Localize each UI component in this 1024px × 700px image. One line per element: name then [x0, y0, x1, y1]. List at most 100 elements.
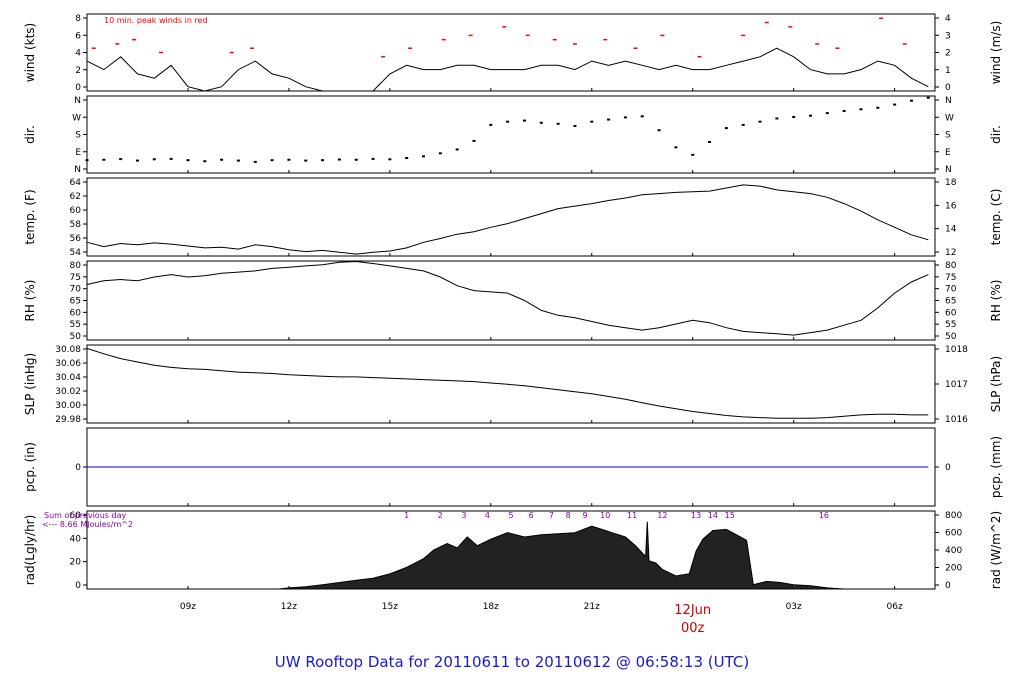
rad-right-tick-label: 600 — [945, 529, 962, 539]
rh-frame — [86, 260, 936, 341]
rad-left-tick-label: 0 — [75, 581, 81, 591]
dir-point — [674, 146, 678, 149]
rad-hour-label: 14 — [708, 511, 718, 520]
rad-right-tick-label: 0 — [945, 581, 951, 591]
dir-point — [169, 157, 173, 160]
dir-point — [152, 158, 156, 161]
dir-right-tick-label: S — [945, 131, 951, 141]
rh-right-tick-label: 65 — [945, 297, 956, 307]
date-label-hour: 00z — [681, 621, 705, 636]
rad-hour-label: 3 — [461, 511, 466, 520]
dir-point — [775, 117, 779, 120]
dir-point — [489, 123, 493, 126]
dir-point — [859, 108, 863, 111]
date-label: 12Jun — [674, 603, 711, 618]
rad-right-tick-label: 400 — [945, 546, 962, 556]
rh-right-tick-label: 55 — [945, 320, 956, 330]
dir-point — [522, 119, 526, 122]
time-tick-label: 15z — [382, 602, 398, 612]
slp-line — [86, 347, 929, 419]
dir-point — [438, 152, 442, 155]
dir-point — [556, 122, 560, 125]
dir-point — [724, 127, 728, 130]
wind-ylabel-right: wind (m/s) — [989, 21, 1003, 85]
dir-point — [842, 109, 846, 112]
wind-frame — [86, 13, 936, 92]
dir-point — [371, 157, 375, 160]
dir-point — [85, 159, 89, 162]
rh-right-tick-label: 50 — [945, 332, 957, 342]
wind-right-tick-label: 3 — [945, 31, 951, 41]
slp-right-tick-label: 1018 — [945, 345, 968, 355]
dir-right-tick-label: N — [945, 165, 952, 175]
dir-point — [236, 159, 240, 162]
pcp-ylabel-right: pcp. (mm) — [989, 436, 1003, 498]
wind-left-tick-label: 0 — [75, 83, 81, 93]
slp-ylabel-left: SLP (inHg) — [23, 353, 37, 415]
slp-left-tick-label: 30.06 — [55, 359, 81, 369]
wind-right-tick-label: 4 — [945, 14, 951, 24]
dir-point — [926, 96, 930, 99]
slp-left-tick-label: 30.08 — [55, 345, 81, 355]
dir-right-tick-label: E — [945, 148, 951, 158]
dir-point — [321, 159, 325, 162]
temp-right-tick-label: 14 — [945, 225, 957, 235]
rad-hour-label: 4 — [485, 511, 490, 520]
temp-right-tick-label: 16 — [945, 201, 957, 211]
time-tick-label: 03z — [786, 602, 802, 612]
rad-hour-label: 6 — [529, 511, 534, 520]
dir-right-tick-label: N — [945, 96, 952, 106]
slp-frame — [86, 344, 936, 424]
temp-line — [86, 184, 929, 255]
rh-left-tick-label: 50 — [70, 332, 82, 342]
dir-ylabel-left: dir. — [23, 125, 37, 144]
rad-hour-label: 13 — [691, 511, 701, 520]
wind-left-tick-label: 8 — [75, 14, 81, 24]
pcp-right-tick-label: 0 — [945, 463, 951, 473]
dir-point — [640, 115, 644, 118]
dir-point — [758, 120, 762, 123]
dir-point — [472, 139, 476, 142]
dir-point — [270, 159, 274, 162]
dir-point — [119, 158, 123, 161]
slp-left-tick-label: 30.02 — [55, 387, 81, 397]
dir-point — [657, 129, 661, 132]
dir-point — [388, 158, 392, 161]
dir-point — [253, 160, 257, 163]
rh-line — [86, 260, 929, 336]
rh-right-tick-label: 60 — [945, 308, 957, 318]
dir-point — [573, 124, 577, 127]
dir-left-tick-label: N — [74, 96, 81, 106]
rad-hour-label: 8 — [566, 511, 571, 520]
dir-point — [354, 158, 358, 161]
rad-hour-label: 15 — [725, 511, 735, 520]
wind-right-tick-label: 0 — [945, 83, 951, 93]
dir-point — [220, 158, 224, 161]
dir-right-tick-label: W — [945, 113, 954, 123]
wind-right-tick-label: 2 — [945, 49, 951, 59]
rad-hour-label: 12 — [657, 511, 667, 520]
wind-ylabel-left: wind (kts) — [23, 23, 37, 82]
dir-left-tick-label: S — [75, 131, 81, 141]
rh-right-tick-label: 75 — [945, 273, 956, 283]
rad-right-tick-label: 200 — [945, 564, 962, 574]
dir-point — [203, 160, 207, 163]
temp-panel: 54 56 58 60 62 64 12 14 16 18 temp. (F) temp. (C) — [23, 177, 1003, 258]
dir-point — [623, 116, 627, 119]
dir-left-tick-label: W — [72, 113, 81, 123]
rad-hour-label: 10 — [600, 511, 610, 520]
dir-point — [405, 157, 409, 160]
dir-point — [808, 114, 812, 117]
rh-ylabel-right: RH (%) — [989, 280, 1003, 322]
wind-line — [86, 47, 929, 92]
rad-hour-label: 5 — [508, 511, 513, 520]
dir-point — [825, 112, 829, 115]
slp-right-tick-label: 1016 — [945, 415, 968, 425]
dir-point — [691, 153, 695, 156]
dir-point — [506, 120, 510, 123]
rad-ylabel-left: rad(Lgly/hr) — [23, 515, 37, 586]
rad-hour-label: 11 — [627, 511, 637, 520]
